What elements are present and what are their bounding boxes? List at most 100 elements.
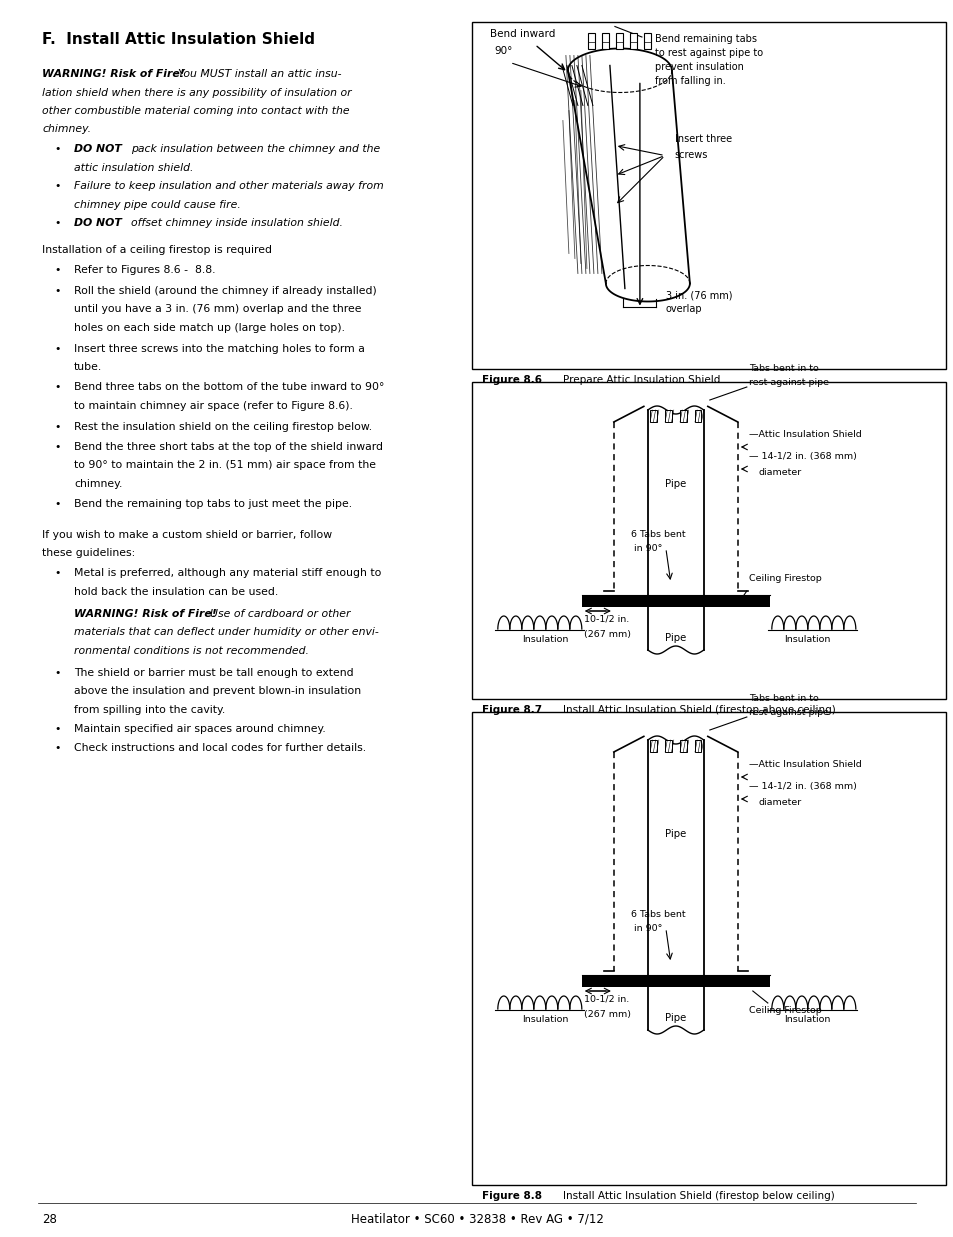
Text: Pipe: Pipe	[664, 1013, 686, 1023]
Text: The shield or barrier must be tall enough to extend: The shield or barrier must be tall enoug…	[74, 668, 354, 678]
Text: in 90°: in 90°	[633, 924, 661, 933]
Text: these guidelines:: these guidelines:	[42, 548, 135, 558]
Text: prevent insulation: prevent insulation	[654, 62, 743, 72]
Text: chimney.: chimney.	[42, 125, 91, 135]
Bar	[472, 382, 945, 699]
Text: Metal is preferred, although any material stiff enough to: Metal is preferred, although any materia…	[74, 569, 381, 579]
Text: chimney.: chimney.	[74, 479, 122, 489]
Text: •: •	[54, 724, 60, 734]
Text: hold back the insulation can be used.: hold back the insulation can be used.	[74, 588, 278, 597]
Text: in 90°: in 90°	[633, 544, 661, 553]
Text: DO NOT: DO NOT	[74, 218, 122, 228]
Text: — 14-1/2 in. (368 mm): — 14-1/2 in. (368 mm)	[748, 452, 856, 461]
Text: attic insulation shield.: attic insulation shield.	[74, 163, 193, 173]
Text: Installation of a ceiling firestop is required: Installation of a ceiling firestop is re…	[42, 245, 272, 256]
Bar	[601, 32, 609, 48]
Text: 6 Tabs bent: 6 Tabs bent	[630, 529, 684, 539]
Text: •: •	[54, 422, 60, 432]
Text: 10-1/2 in.: 10-1/2 in.	[583, 995, 628, 1004]
Text: Rest the insulation shield on the ceiling firestop below.: Rest the insulation shield on the ceilin…	[74, 422, 372, 432]
Text: Pipe: Pipe	[664, 479, 686, 489]
Text: screws: screws	[674, 150, 707, 160]
Text: Figure 8.7: Figure 8.7	[481, 705, 541, 715]
Text: •: •	[54, 569, 60, 579]
Text: Failure to keep insulation and other materials away from: Failure to keep insulation and other mat…	[74, 181, 383, 190]
Text: holes on each side match up (large holes on top).: holes on each side match up (large holes…	[74, 323, 345, 333]
Text: Heatilator • SC60 • 32838 • Rev AG • 7/12: Heatilator • SC60 • 32838 • Rev AG • 7/1…	[350, 1213, 603, 1226]
Text: Bend remaining tabs: Bend remaining tabs	[654, 33, 756, 45]
Text: Bend the three short tabs at the top of the shield inward: Bend the three short tabs at the top of …	[74, 442, 382, 452]
Text: WARNING! Risk of Fire!: WARNING! Risk of Fire!	[74, 609, 216, 618]
Text: other combustible material coming into contact with the: other combustible material coming into c…	[42, 106, 349, 116]
Text: •: •	[54, 743, 60, 753]
Text: Insert three screws into the matching holes to form a: Insert three screws into the matching ho…	[74, 344, 364, 354]
Text: 3 in. (76 mm): 3 in. (76 mm)	[665, 291, 732, 301]
Text: 10-1/2 in.: 10-1/2 in.	[583, 615, 628, 623]
Text: Insulation: Insulation	[521, 1016, 567, 1024]
Text: Install Attic Insulation Shield (firestop below ceiling): Install Attic Insulation Shield (firesto…	[550, 1191, 834, 1201]
Bar	[650, 740, 656, 752]
Text: •: •	[54, 382, 60, 392]
Bar	[472, 713, 945, 1185]
Bar	[650, 409, 656, 422]
Text: offset chimney inside insulation shield.: offset chimney inside insulation shield.	[131, 218, 343, 228]
Text: ronmental conditions is not recommended.: ronmental conditions is not recommended.	[74, 646, 309, 656]
Text: lation shield when there is any possibility of insulation or: lation shield when there is any possibil…	[42, 88, 352, 98]
Text: rest against pipe: rest against pipe	[748, 379, 828, 387]
Text: 28: 28	[42, 1213, 57, 1226]
Text: pack insulation between the chimney and the: pack insulation between the chimney and …	[131, 145, 380, 155]
Text: chimney pipe could cause fire.: chimney pipe could cause fire.	[74, 199, 240, 209]
Text: diameter: diameter	[758, 468, 801, 477]
Text: (267 mm): (267 mm)	[583, 630, 630, 640]
Text: Insulation: Insulation	[782, 1016, 829, 1024]
Text: Insulation: Insulation	[782, 635, 829, 644]
Bar	[643, 32, 651, 48]
Text: •: •	[54, 286, 60, 296]
Bar	[581, 595, 769, 607]
Text: •: •	[54, 500, 60, 510]
Text: until you have a 3 in. (76 mm) overlap and the three: until you have a 3 in. (76 mm) overlap a…	[74, 304, 361, 314]
Text: Install Attic Insulation Shield (firestop above ceiling): Install Attic Insulation Shield (firesto…	[550, 705, 835, 715]
Text: Maintain specified air spaces around chimney.: Maintain specified air spaces around chi…	[74, 724, 325, 734]
Text: •: •	[54, 668, 60, 678]
Bar	[472, 22, 945, 369]
Text: 90°: 90°	[494, 46, 512, 56]
Bar	[588, 32, 595, 48]
Text: Roll the shield (around the chimney if already installed): Roll the shield (around the chimney if a…	[74, 286, 376, 296]
Text: Bend three tabs on the bottom of the tube inward to 90°: Bend three tabs on the bottom of the tub…	[74, 382, 384, 392]
Text: tube.: tube.	[74, 362, 102, 372]
Text: Ceiling Firestop: Ceiling Firestop	[748, 574, 821, 583]
Text: F.  Install Attic Insulation Shield: F. Install Attic Insulation Shield	[42, 32, 314, 47]
Text: overlap: overlap	[665, 304, 701, 314]
Text: •: •	[54, 266, 60, 276]
Text: to maintain chimney air space (refer to Figure 8.6).: to maintain chimney air space (refer to …	[74, 401, 353, 411]
Text: (267 mm): (267 mm)	[583, 1009, 630, 1019]
Text: Insulation: Insulation	[521, 635, 567, 644]
Text: Tabs bent in to: Tabs bent in to	[748, 364, 818, 374]
Text: Figure 8.8: Figure 8.8	[481, 1191, 541, 1201]
Bar	[664, 740, 671, 752]
Text: to 90° to maintain the 2 in. (51 mm) air space from the: to 90° to maintain the 2 in. (51 mm) air…	[74, 460, 375, 470]
Text: — 14-1/2 in. (368 mm): — 14-1/2 in. (368 mm)	[748, 782, 856, 790]
Text: DO NOT: DO NOT	[74, 145, 122, 155]
Text: Bend the remaining top tabs to just meet the pipe.: Bend the remaining top tabs to just meet…	[74, 500, 352, 510]
Text: Insert three: Insert three	[674, 134, 731, 143]
Text: Refer to Figures 8.6 -  8.8.: Refer to Figures 8.6 - 8.8.	[74, 266, 215, 276]
Text: •: •	[54, 181, 60, 190]
Text: Prepare Attic Insulation Shield: Prepare Attic Insulation Shield	[550, 375, 720, 385]
Text: •: •	[54, 218, 60, 228]
Text: Figure 8.6: Figure 8.6	[481, 375, 541, 385]
Text: You MUST install an attic insu-: You MUST install an attic insu-	[178, 69, 341, 79]
Text: Check instructions and local codes for further details.: Check instructions and local codes for f…	[74, 743, 366, 753]
Text: Tabs bent in to: Tabs bent in to	[748, 694, 818, 703]
Text: Ceiling Firestop: Ceiling Firestop	[748, 1006, 821, 1016]
Bar	[679, 740, 686, 752]
Text: Bend inward: Bend inward	[490, 28, 555, 38]
Bar	[694, 409, 700, 422]
Text: •: •	[54, 145, 60, 155]
Text: from spilling into the cavity.: from spilling into the cavity.	[74, 705, 225, 715]
Text: diameter: diameter	[758, 798, 801, 807]
Bar	[664, 409, 671, 422]
Text: WARNING! Risk of Fire!: WARNING! Risk of Fire!	[42, 69, 185, 79]
Text: —Attic Insulation Shield: —Attic Insulation Shield	[748, 430, 861, 439]
